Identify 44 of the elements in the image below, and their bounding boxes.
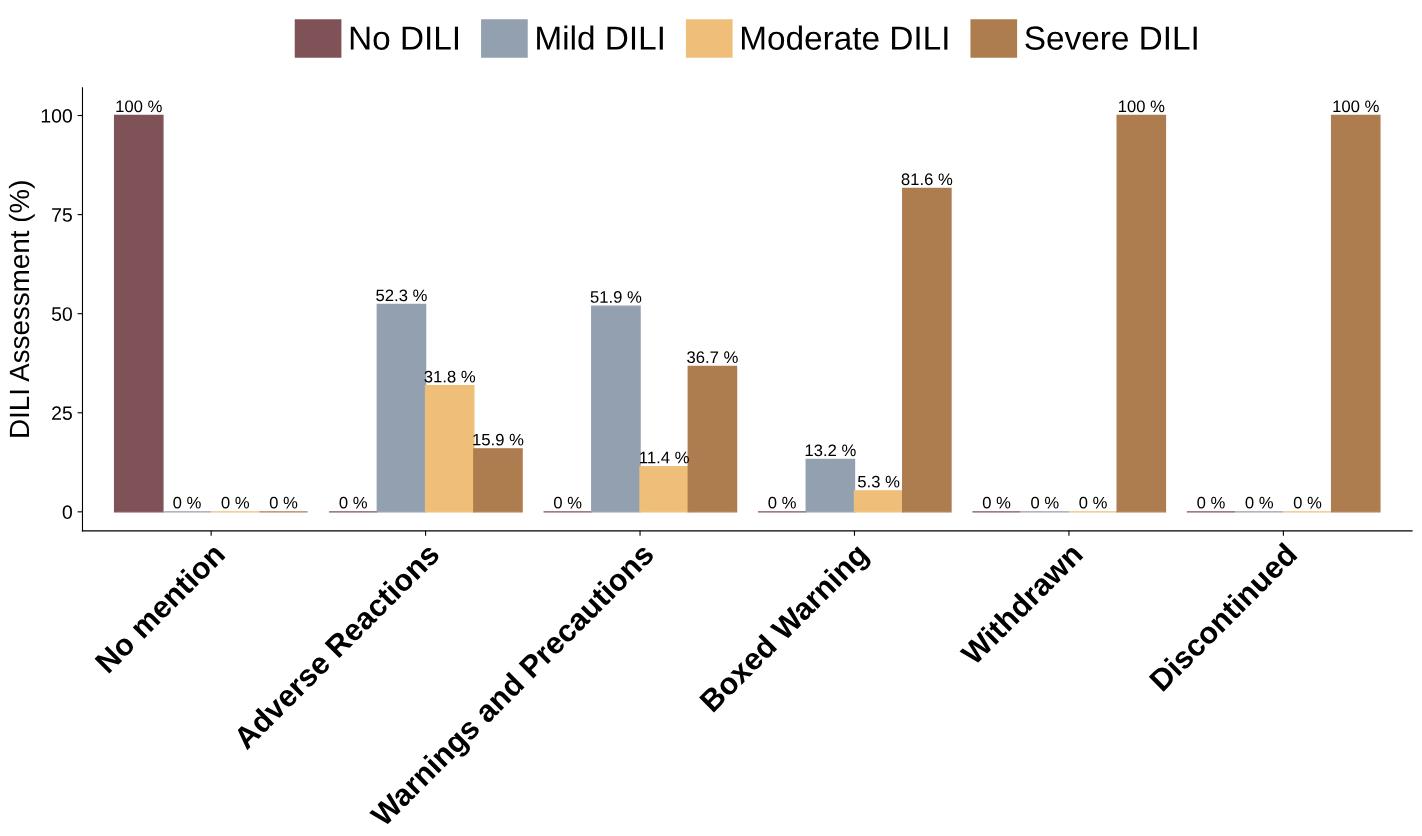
- y-tick-label: 75: [52, 208, 72, 222]
- bar: [902, 187, 952, 513]
- data-label: 36.7 %: [687, 351, 738, 364]
- data-label: 52.3 %: [376, 289, 427, 302]
- data-label: 0 %: [173, 496, 201, 509]
- data-label: 0 %: [1197, 496, 1225, 509]
- data-label: 81.6 %: [901, 173, 953, 186]
- y-tick-label: 50: [51, 307, 72, 321]
- data-label: 0 %: [982, 496, 1011, 509]
- data-label: 13.2 %: [805, 444, 856, 457]
- bar: [1116, 114, 1167, 513]
- y-tick-label: 100: [41, 108, 72, 123]
- data-label: 0 %: [553, 496, 582, 509]
- data-label: 100 %: [1118, 100, 1165, 113]
- legend-label: Severe DILI: [1025, 26, 1197, 50]
- legend-label: No DILI: [350, 26, 459, 50]
- data-label: 5.3 %: [857, 475, 900, 488]
- data-label: 0 %: [1031, 496, 1059, 509]
- bar: [424, 385, 475, 513]
- bar: [473, 448, 523, 513]
- legend-label: Mild DILI: [537, 25, 663, 50]
- data-label: 31.8 %: [424, 370, 476, 383]
- data-label: 100 %: [1333, 100, 1379, 113]
- data-label: 51.9 %: [590, 291, 642, 303]
- data-label: 0 %: [269, 496, 298, 509]
- y-tick-label: 0: [62, 505, 72, 520]
- data-label: 15.9 %: [473, 433, 524, 446]
- bar: [853, 490, 904, 513]
- data-label: 0 %: [1245, 496, 1274, 509]
- data-label: 0 %: [221, 496, 250, 509]
- bar: [591, 305, 641, 513]
- bar: [805, 458, 856, 513]
- legend-label: Moderate DILI: [741, 25, 948, 50]
- data-label: 100 %: [116, 100, 162, 113]
- bar: [1330, 114, 1381, 513]
- data-label: 0 %: [1079, 496, 1107, 509]
- data-label: 0 %: [339, 496, 367, 509]
- data-label: 0 %: [768, 496, 796, 509]
- y-axis-title: DILI Assessment (%): [8, 181, 35, 437]
- bar: [687, 365, 738, 513]
- y-tick-label: 25: [52, 406, 72, 420]
- bar: [113, 114, 164, 513]
- data-label: 0 %: [1293, 496, 1322, 509]
- bar: [639, 465, 689, 513]
